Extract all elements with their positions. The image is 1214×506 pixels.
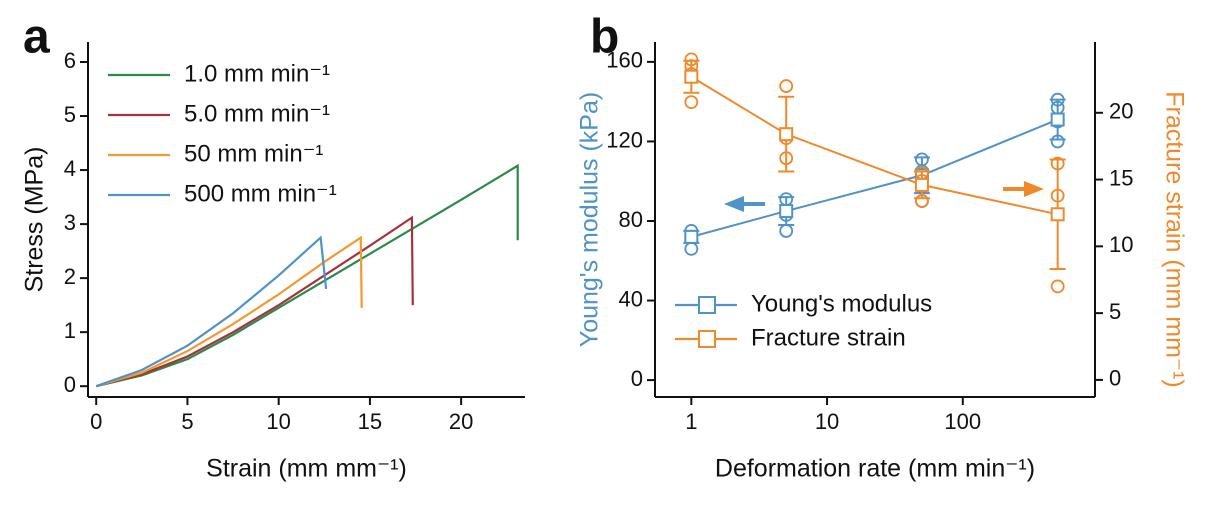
sample-point (684, 241, 699, 256)
mean-marker (1050, 112, 1065, 127)
x-axis-label: Strain (mm mm⁻¹) (206, 455, 407, 483)
x-tick-label: 10 (815, 409, 839, 434)
y-tick-label: 0 (64, 372, 76, 397)
y-tick-label: 1 (64, 318, 76, 343)
y-tick-label: 3 (64, 210, 76, 235)
x-tick-label: 20 (449, 409, 473, 434)
y-tick-label: 160 (606, 48, 643, 73)
y2-tick-label: 0 (1109, 366, 1121, 391)
stress-curve (95, 235, 328, 388)
y-tick-label: 120 (606, 127, 643, 152)
mean-marker (1050, 207, 1065, 222)
mean-marker (779, 204, 794, 219)
y-tick-label: 4 (64, 156, 76, 181)
y2-tick-label: 15 (1109, 165, 1133, 190)
sample-point (684, 95, 699, 110)
sample-point (1050, 92, 1065, 107)
direction-arrow-head (1024, 181, 1044, 197)
mean-marker (684, 69, 699, 84)
legend-label: 5.0 mm min⁻¹ (184, 100, 330, 127)
x-tick-label: 15 (358, 409, 382, 434)
legend-label: 50 mm min⁻¹ (184, 140, 323, 167)
x-tick-label: 100 (944, 409, 981, 434)
mean-line (690, 75, 1058, 216)
sample-point (779, 151, 794, 166)
legend-label: 1.0 mm min⁻¹ (184, 60, 330, 87)
x-tick-label: 10 (266, 409, 290, 434)
y-tick-label: 80 (619, 207, 643, 232)
x-tick-label: 1 (685, 409, 697, 434)
sample-point (1050, 156, 1065, 171)
y-axis-label: Stress (MPa) (21, 147, 49, 293)
sample-point (1050, 279, 1065, 294)
stress-curve (95, 215, 414, 388)
legend-label: Fracture strain (751, 324, 906, 351)
mean-marker (914, 177, 929, 192)
y-axis-label: Young's modulus (kPa) (576, 92, 604, 347)
y2-tick-label: 10 (1109, 232, 1133, 257)
x-tick-label: 0 (90, 409, 102, 434)
y2-tick-label: 5 (1109, 299, 1121, 324)
panel-label: a (23, 11, 50, 64)
sample-point (779, 224, 794, 238)
sample-point (1050, 188, 1065, 203)
y-tick-label: 0 (631, 366, 643, 391)
x-axis-label: Deformation rate (mm min⁻¹) (715, 455, 1035, 483)
mean-marker (684, 229, 699, 244)
y-tick-label: 6 (64, 48, 76, 73)
stress-curve (95, 235, 363, 388)
sample-point (684, 52, 699, 67)
mean-marker (779, 127, 794, 142)
legend-marker (698, 296, 716, 314)
sample-point (779, 79, 794, 93)
sample-point (1050, 134, 1065, 149)
y-tick-label: 5 (64, 102, 76, 127)
direction-arrow-head (724, 196, 744, 212)
sample-point (915, 152, 929, 167)
y2-axis-label: Fracture strain (mm mm⁻¹) (1160, 91, 1188, 388)
sample-point (915, 194, 929, 208)
legend-label: Young's modulus (751, 290, 932, 317)
y2-tick-label: 20 (1109, 99, 1133, 124)
x-tick-label: 5 (181, 409, 193, 434)
panel-label: b (590, 11, 619, 64)
legend-marker (698, 330, 716, 348)
y-tick-label: 2 (64, 264, 76, 289)
y-tick-label: 40 (619, 286, 643, 311)
mean-line (691, 118, 1059, 238)
legend-label: 500 mm min⁻¹ (184, 180, 337, 207)
